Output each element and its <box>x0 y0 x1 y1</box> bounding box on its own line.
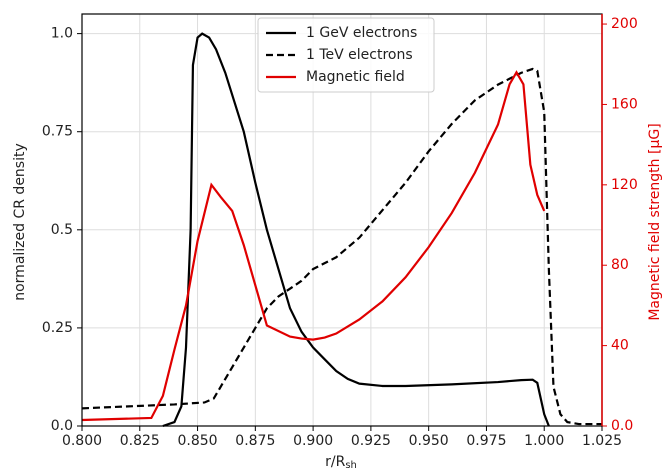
legend-label: 1 TeV electrons <box>306 47 413 63</box>
legend-label: Magnetic field <box>306 69 405 85</box>
y-axis-label: normalized CR density <box>12 143 28 301</box>
y-tick-label: 0.5 <box>51 222 73 238</box>
legend-box <box>257 17 435 93</box>
x-tick-label: 0.800 <box>62 433 102 449</box>
y2-tick-label: 160 <box>611 96 638 112</box>
y-tick-label: 0.75 <box>42 124 73 140</box>
series-line <box>162 32 550 428</box>
x-tick-label: 0.975 <box>466 433 506 449</box>
x-axis-label: r/Rsh <box>325 454 357 471</box>
series-line <box>81 67 602 426</box>
series-line <box>81 70 546 422</box>
y-tick-label: 1.0 <box>51 26 73 42</box>
x-tick-label: 0.925 <box>351 433 391 449</box>
legend-label: 1 GeV electrons <box>306 25 417 41</box>
y-tick-label: 0.25 <box>42 320 73 336</box>
y2-axis-label: Magnetic field strength [μG] <box>647 123 663 320</box>
x-tick-label: 0.900 <box>293 433 333 449</box>
x-tick-label: 0.950 <box>409 433 449 449</box>
y-tick-label: 0.0 <box>51 418 73 434</box>
legend: 1 GeV electrons 1 TeV electrons Magnetic f… <box>257 17 435 93</box>
x-tick-label: 0.825 <box>120 433 160 449</box>
x-tick-label: 1.025 <box>582 433 622 449</box>
y2-tick-label: 40 <box>611 338 629 354</box>
y2-tick-label: 80 <box>611 257 629 273</box>
x-tick-label: 1.000 <box>524 433 564 449</box>
y2-tick-label: 200 <box>611 16 638 32</box>
y2-tick-label: 120 <box>611 177 638 193</box>
x-tick-label: 0.875 <box>235 433 275 449</box>
x-tick-label: 0.850 <box>178 433 218 449</box>
y2-tick-label: 0.0 <box>611 418 633 434</box>
